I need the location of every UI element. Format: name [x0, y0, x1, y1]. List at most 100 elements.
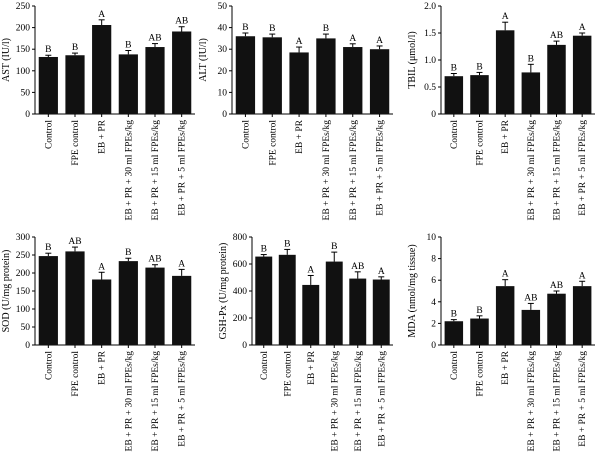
- bar: [572, 35, 592, 115]
- significance-label: A: [98, 262, 105, 272]
- significance-label: A: [349, 34, 356, 44]
- y-tick-label: 40: [218, 24, 228, 34]
- y-tick-label: 50: [21, 323, 31, 333]
- category-label: EB + PR: [98, 350, 108, 385]
- significance-label: B: [528, 54, 534, 64]
- significance-label: B: [45, 45, 51, 55]
- category-label: EB + PR + 5 ml FPEs/kg: [178, 120, 188, 216]
- bar: [172, 31, 192, 115]
- bar: [547, 44, 566, 114]
- significance-label: A: [502, 12, 509, 22]
- significance-label: AB: [550, 31, 563, 41]
- category-label: FPE control: [476, 120, 486, 166]
- y-tick-label: 6: [431, 276, 436, 286]
- chart-panel-6: 0 2 4 6 8 10 MDA (nmol/mg tissue) B Control B FPE …: [407, 233, 595, 451]
- bar: [547, 293, 566, 345]
- chart-panel-3: 0 0.5 1.0 1.5 2.0 TBIL (μmol/l) B Control B FPE c…: [407, 2, 595, 220]
- category-label: Control: [450, 120, 460, 149]
- bar: [38, 56, 58, 114]
- significance-label: B: [242, 23, 248, 33]
- significance-label: A: [178, 259, 185, 269]
- category-label: FPE control: [268, 120, 278, 166]
- y-tick-label: 300: [16, 233, 31, 243]
- significance-label: B: [451, 64, 457, 74]
- y-axis-label: SOD (U/mg protein): [1, 250, 12, 333]
- bar: [444, 321, 464, 345]
- bar: [65, 55, 85, 114]
- category-label: Control: [260, 351, 270, 380]
- significance-label: AB: [524, 293, 537, 303]
- significance-label: B: [45, 243, 51, 253]
- category-label: Control: [450, 351, 460, 380]
- y-tick-label: 10: [218, 88, 228, 98]
- category-label: EB + PR: [501, 350, 511, 385]
- significance-label: B: [125, 248, 131, 258]
- bar: [289, 52, 309, 114]
- y-tick-label: 1.0: [424, 56, 436, 66]
- significance-label: A: [376, 36, 383, 46]
- category-label: EB + PR: [98, 119, 108, 154]
- category-label: EB + PR + 30 ml FPEs/kg: [124, 351, 134, 452]
- bar: [316, 38, 336, 114]
- y-axis-label: AST (IU/l): [1, 38, 12, 82]
- y-tick-label: 0: [25, 341, 30, 351]
- y-tick-label: 0: [431, 341, 436, 351]
- category-label: EB + PR + 5 ml FPEs/kg: [178, 351, 188, 447]
- significance-label: A: [307, 265, 314, 275]
- significance-label: A: [579, 271, 586, 281]
- significance-label: B: [323, 24, 329, 34]
- bar: [444, 76, 464, 114]
- category-label: EB + PR + 30 ml FPEs/kg: [330, 351, 340, 452]
- category-label: EB + PR + 5 ml FPEs/kg: [376, 120, 386, 216]
- category-label: EB + PR + 30 ml FPEs/kg: [527, 120, 537, 221]
- bar: [521, 309, 541, 345]
- y-tick-label: 2.0: [424, 2, 436, 12]
- bar: [145, 267, 165, 345]
- significance-label: B: [476, 306, 482, 316]
- bar: [145, 47, 165, 114]
- y-tick-label: 0: [25, 110, 30, 120]
- category-label: EB + PR: [307, 350, 317, 385]
- significance-label: AB: [175, 17, 188, 27]
- bar: [262, 37, 282, 114]
- y-tick-label: 200: [16, 269, 31, 279]
- category-label: EB + PR + 30 ml FPEs/kg: [124, 120, 134, 221]
- significance-label: B: [261, 245, 267, 255]
- bar: [118, 54, 138, 114]
- y-tick-label: 100: [16, 67, 31, 77]
- bar: [118, 261, 138, 345]
- bar: [349, 278, 367, 345]
- category-label: EB + PR + 15 ml FPEs/kg: [151, 120, 161, 221]
- significance-label: B: [451, 310, 457, 320]
- significance-label: A: [378, 267, 385, 277]
- y-tick-label: 600: [233, 260, 248, 270]
- bar: [255, 256, 273, 345]
- bar: [278, 254, 296, 345]
- y-axis-label: MDA (nmol/mg tissue): [407, 244, 418, 337]
- chart-panel-4: 0 50 100 150 200 250 300 SOD (U/mg protein) B Con…: [1, 233, 195, 451]
- bar: [172, 275, 192, 345]
- bar: [521, 72, 541, 114]
- significance-label: AB: [68, 237, 81, 247]
- y-axis-label: ALT (IU/l): [198, 38, 209, 82]
- significance-label: A: [579, 23, 586, 33]
- bar: [372, 279, 390, 345]
- bar: [470, 75, 489, 114]
- bar: [343, 47, 363, 114]
- bar: [92, 279, 112, 345]
- bar: [369, 49, 390, 115]
- significance-label: A: [98, 10, 105, 20]
- category-label: FPE control: [71, 351, 81, 397]
- y-tick-label: 200: [16, 24, 31, 34]
- category-label: EB + PR: [295, 119, 305, 154]
- y-tick-label: 800: [233, 233, 248, 243]
- significance-label: AB: [148, 255, 161, 265]
- y-tick-label: 250: [16, 251, 31, 261]
- significance-label: B: [331, 242, 337, 252]
- y-tick-label: 8: [431, 255, 436, 265]
- category-label: FPE control: [476, 351, 486, 397]
- category-label: EB + PR + 15 ml FPEs/kg: [151, 351, 161, 452]
- y-tick-label: 0: [222, 110, 227, 120]
- y-tick-label: 4: [431, 298, 436, 308]
